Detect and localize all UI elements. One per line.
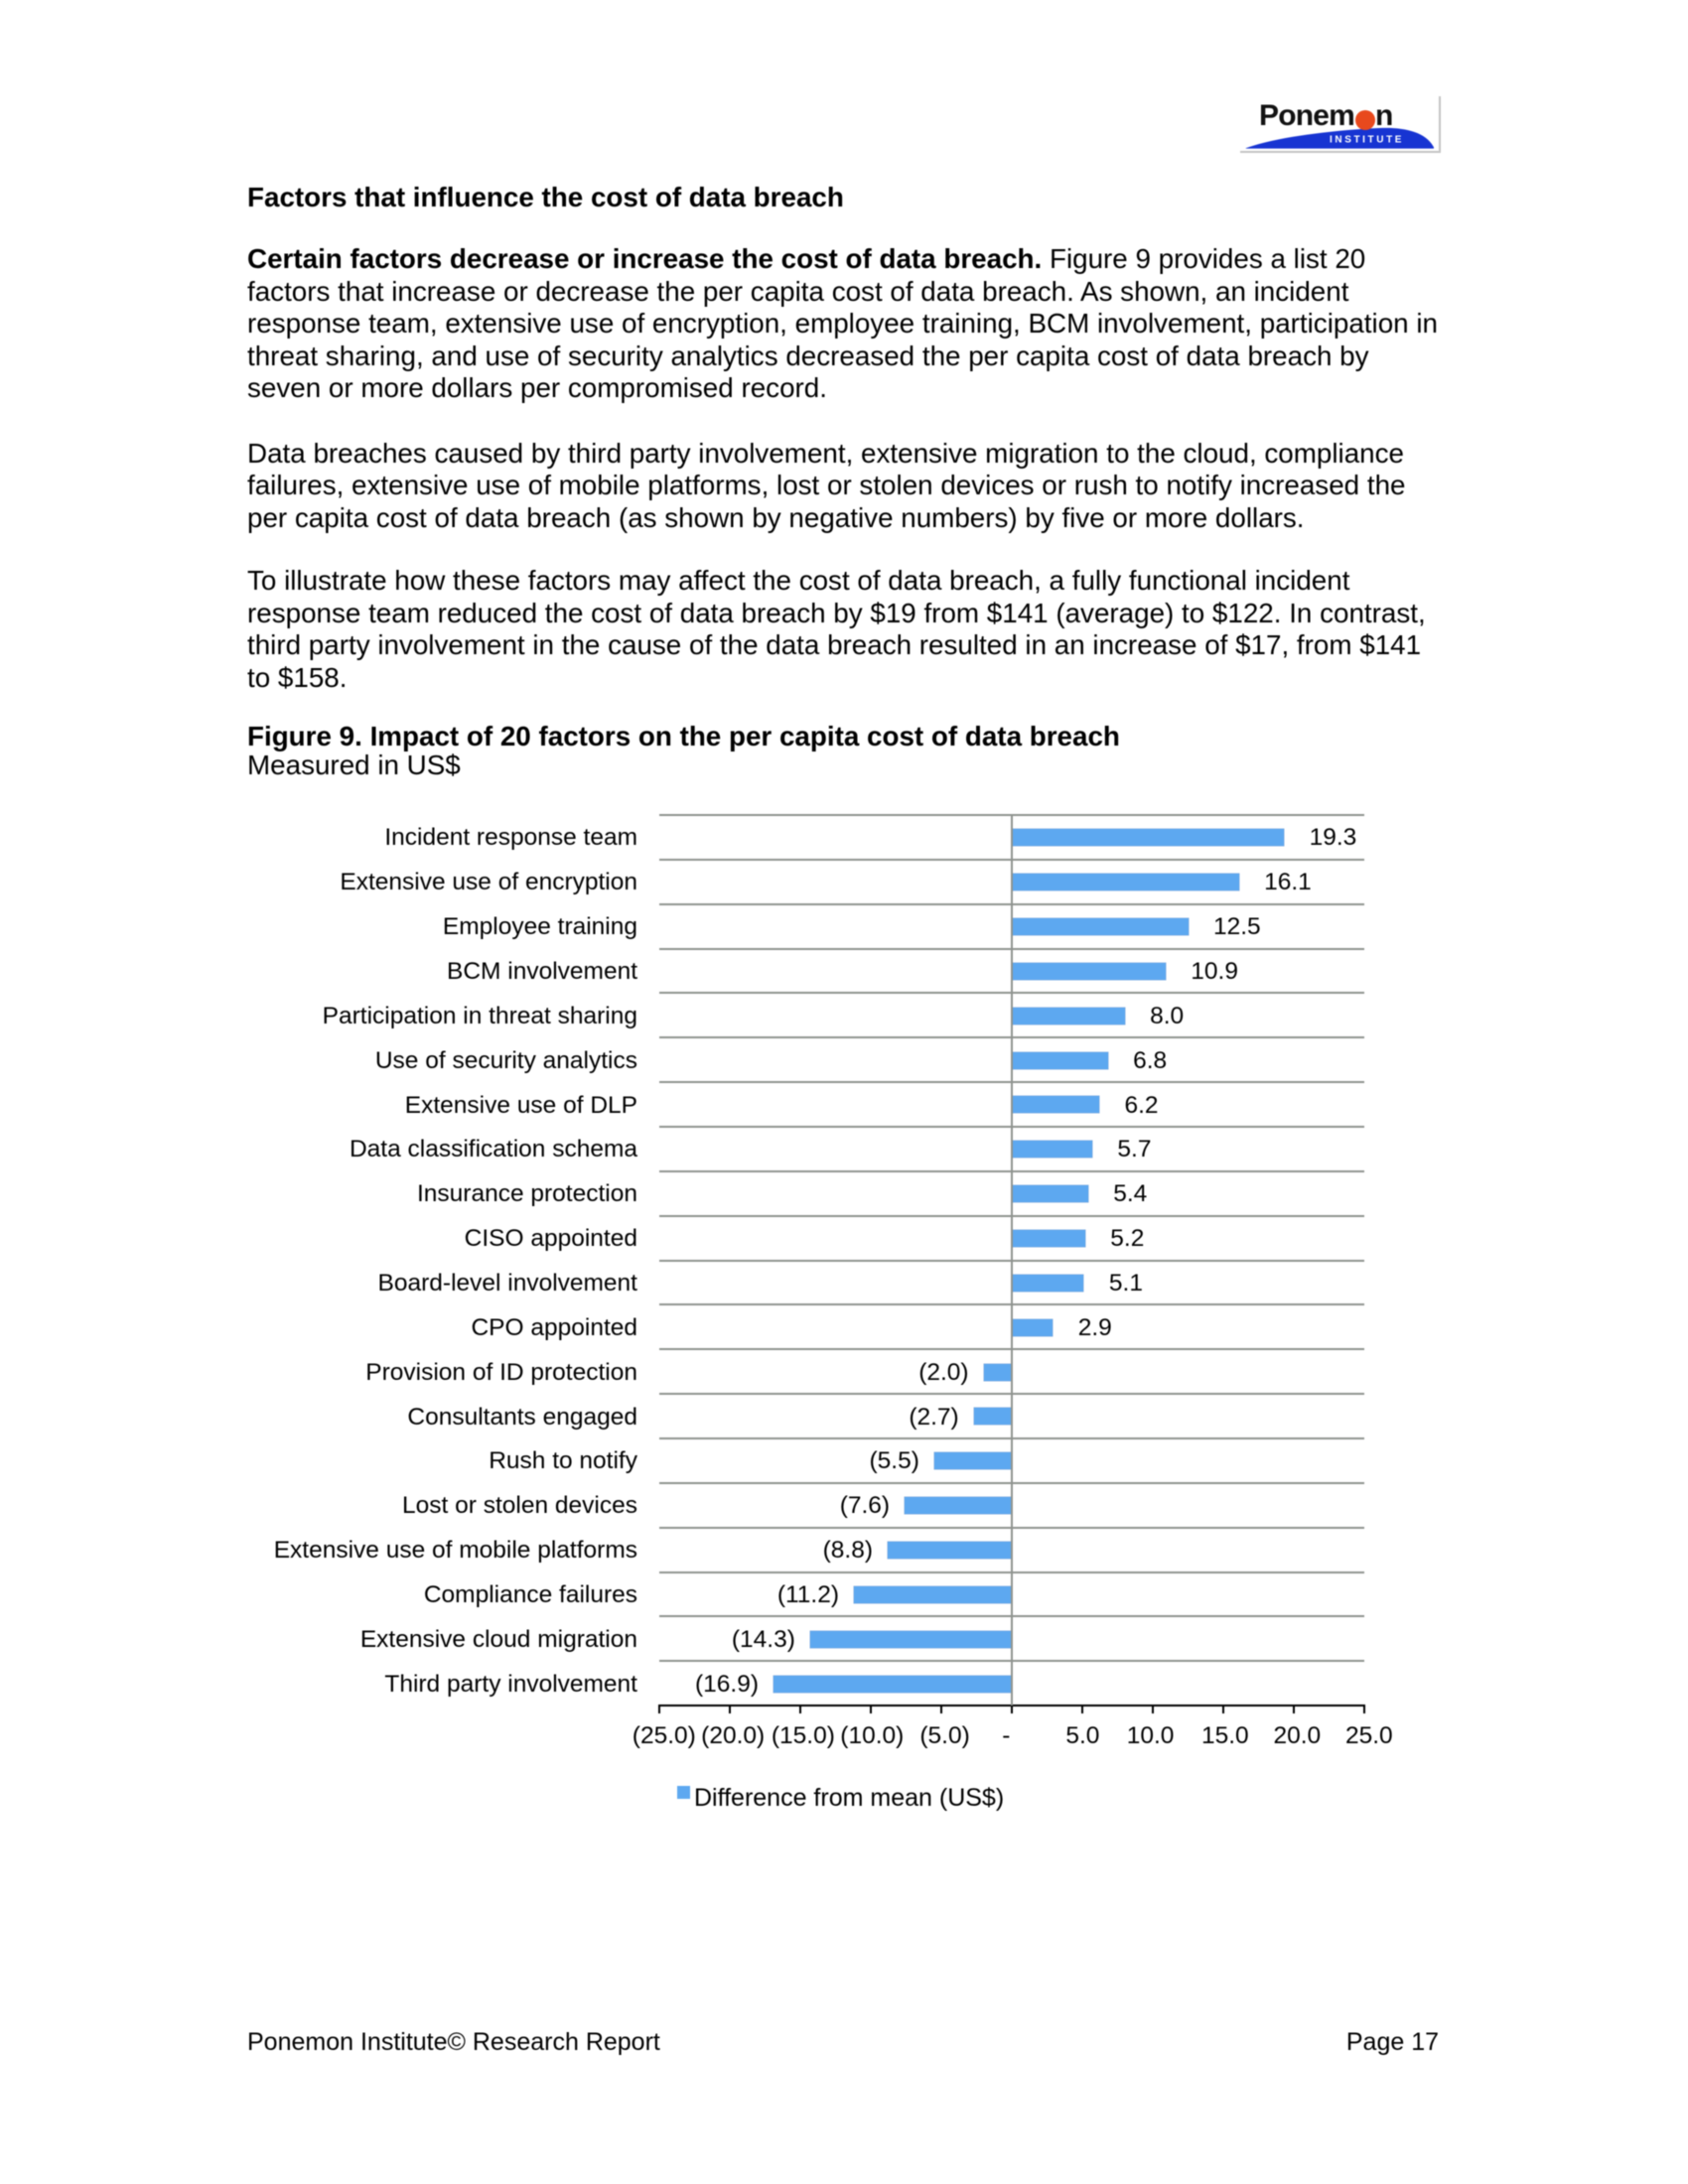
svg-text:INSTITUTE: INSTITUTE xyxy=(1330,135,1404,146)
